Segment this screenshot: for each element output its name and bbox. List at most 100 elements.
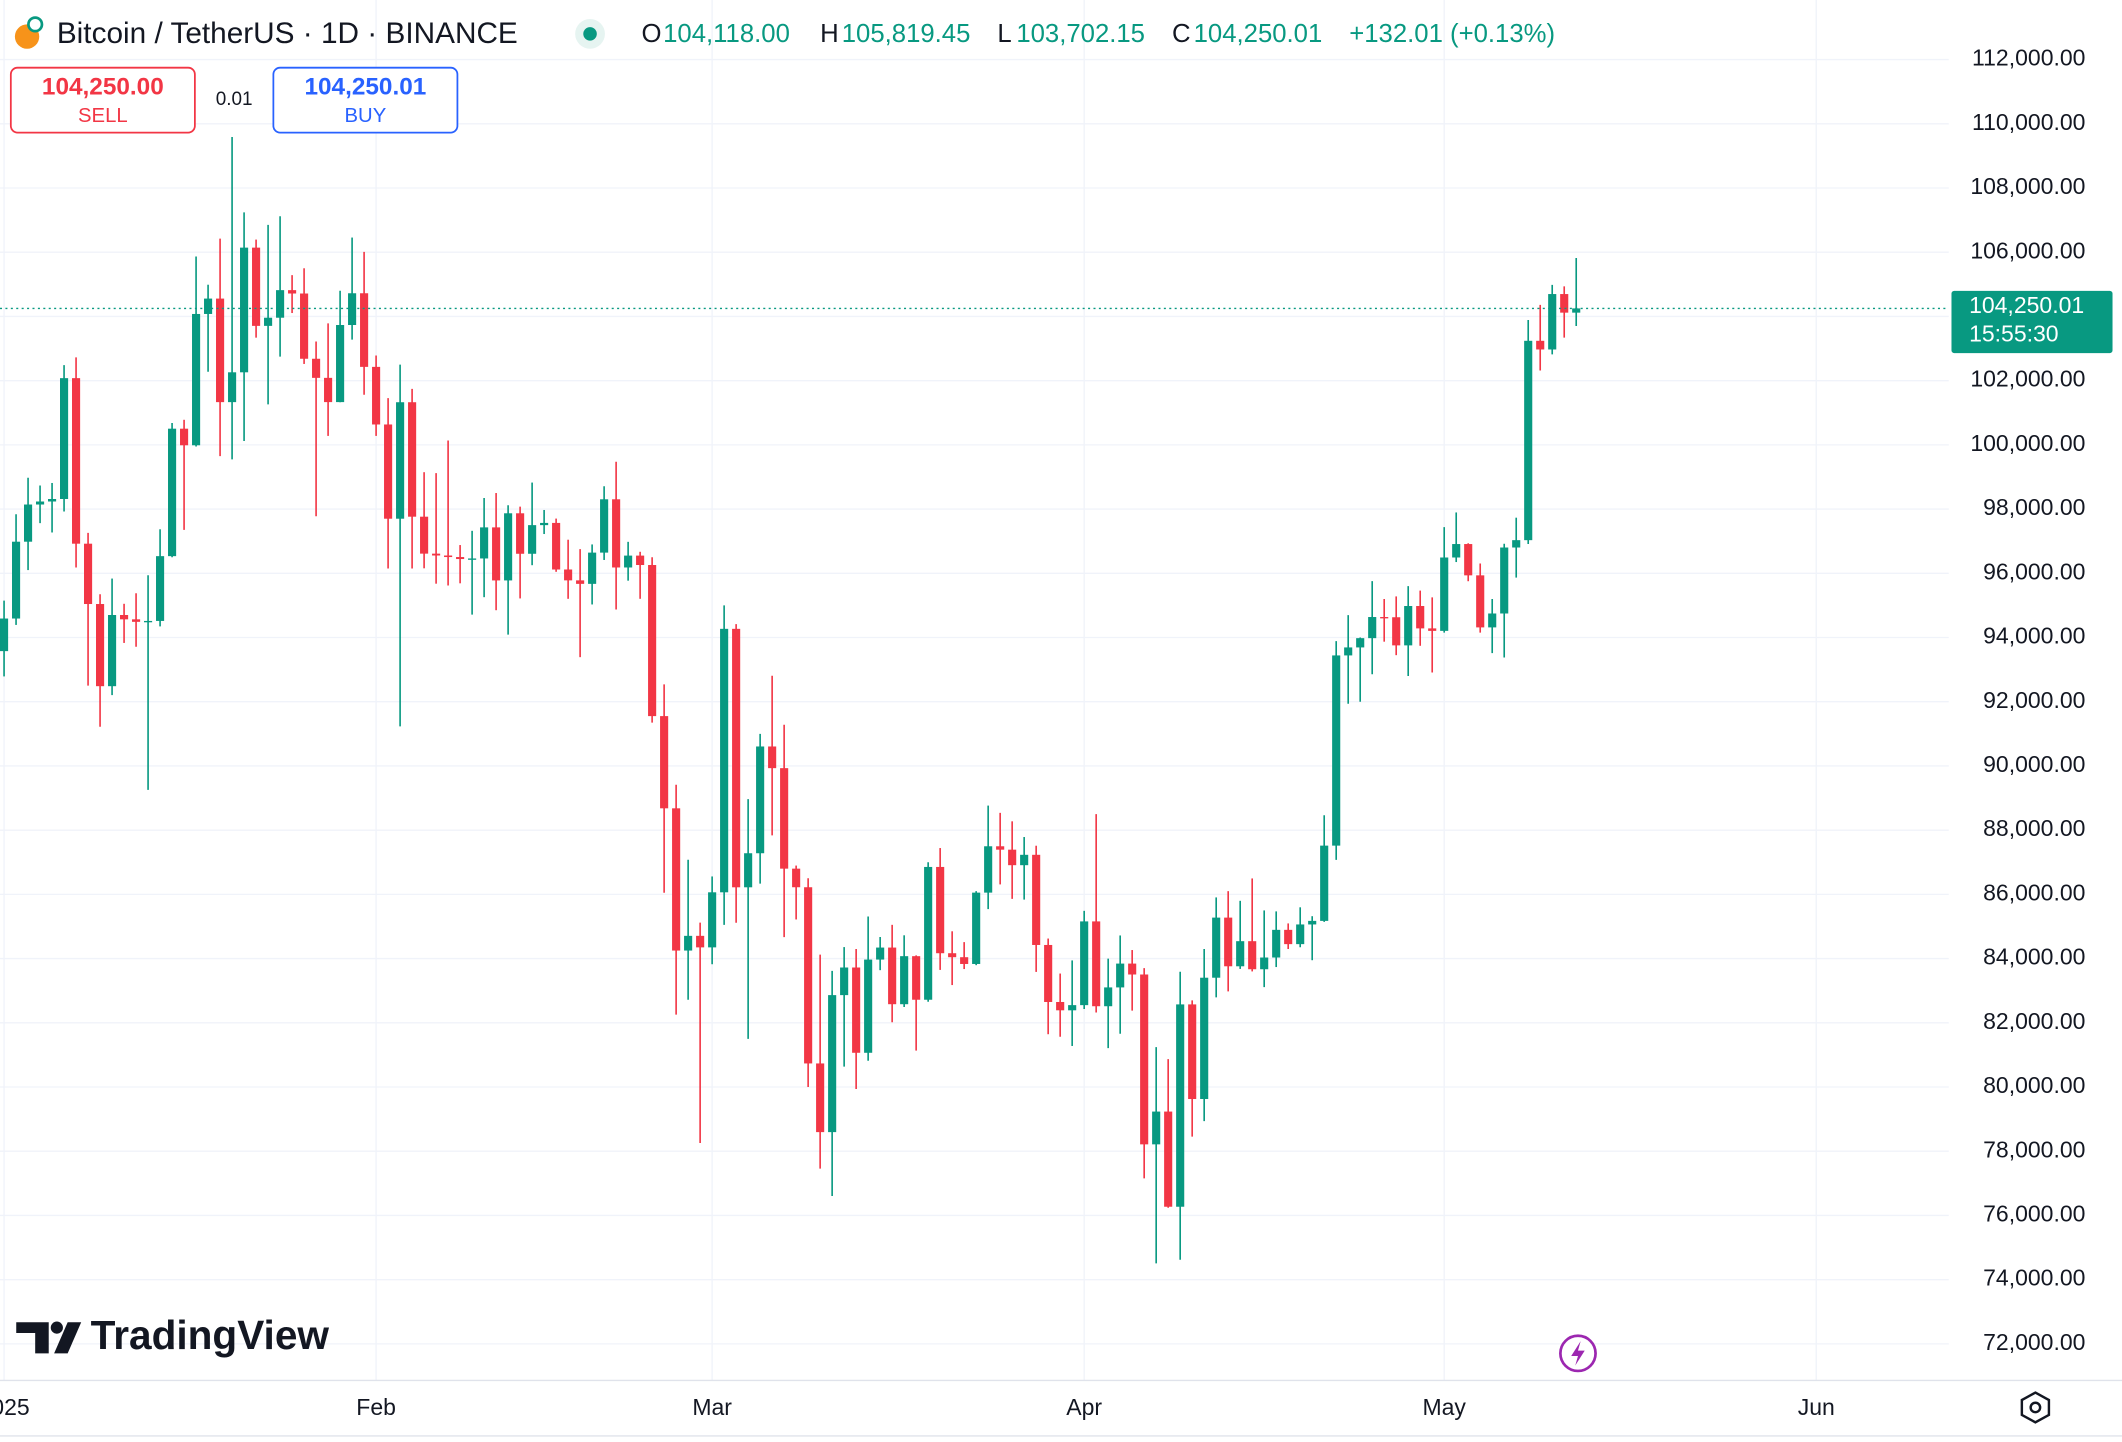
y-tick-label: 88,000.00 bbox=[1983, 815, 2085, 841]
candle-body bbox=[1344, 647, 1353, 656]
market-status-dot bbox=[583, 27, 597, 41]
candle-body bbox=[852, 967, 861, 1053]
candle-body bbox=[960, 957, 969, 964]
candle-body bbox=[1440, 557, 1449, 631]
x-tick-label: 2025 bbox=[0, 1394, 30, 1420]
ohlc-key: O bbox=[641, 20, 661, 48]
candle-body bbox=[48, 498, 57, 502]
candle-body bbox=[684, 935, 693, 951]
candle-body bbox=[432, 553, 441, 556]
candle-body bbox=[240, 247, 249, 373]
candle-body bbox=[1572, 308, 1581, 313]
candle-body bbox=[1260, 957, 1269, 970]
candle-body bbox=[600, 499, 609, 553]
candle-body bbox=[1452, 544, 1461, 558]
y-tick-label: 74,000.00 bbox=[1983, 1265, 2085, 1291]
y-tick-label: 86,000.00 bbox=[1983, 879, 2085, 905]
x-tick-label: May bbox=[1422, 1394, 1466, 1420]
candle-body bbox=[576, 580, 585, 584]
buy-button[interactable] bbox=[272, 66, 459, 134]
y-tick-label: 84,000.00 bbox=[1983, 944, 2085, 970]
candle-body bbox=[1356, 638, 1365, 648]
candle-body bbox=[156, 556, 165, 621]
candle-body bbox=[780, 768, 789, 869]
candle-body bbox=[1092, 921, 1101, 1007]
candle-body bbox=[276, 290, 285, 318]
sell-button[interactable] bbox=[9, 66, 196, 134]
logo-shape bbox=[16, 1322, 49, 1354]
candle-body bbox=[36, 501, 45, 505]
candle-body bbox=[936, 866, 945, 954]
candles bbox=[0, 137, 1581, 1264]
buy-price: 104,250.01 bbox=[304, 73, 426, 100]
sell-price: 104,250.00 bbox=[42, 73, 164, 100]
candle-body bbox=[492, 527, 501, 581]
candle-body bbox=[1044, 944, 1053, 1002]
candle-body bbox=[300, 293, 309, 359]
ohlc-value: 104,118.00 bbox=[663, 20, 790, 48]
candle-body bbox=[456, 557, 465, 560]
candle-body bbox=[744, 853, 753, 888]
candle-body bbox=[720, 628, 729, 893]
x-tick-label: Mar bbox=[692, 1394, 732, 1420]
y-tick-label: 106,000.00 bbox=[1970, 237, 2085, 263]
y-tick-label: 98,000.00 bbox=[1983, 494, 2085, 520]
candle-body bbox=[444, 555, 453, 558]
candle-body bbox=[516, 513, 525, 554]
candle-body bbox=[1020, 854, 1029, 866]
candle-body bbox=[468, 558, 477, 560]
candle-body bbox=[384, 424, 393, 519]
y-tick-label: 90,000.00 bbox=[1983, 751, 2085, 777]
candle-body bbox=[144, 620, 153, 623]
candle-body bbox=[1188, 1004, 1197, 1100]
candle-body bbox=[1416, 606, 1425, 629]
candle-body bbox=[564, 569, 573, 581]
countdown-label: 15:55:30 bbox=[1969, 321, 2059, 347]
candle-body bbox=[264, 317, 273, 326]
candle-body bbox=[816, 1063, 825, 1133]
lightning-button[interactable] bbox=[1559, 1334, 1597, 1373]
x-tick-label: Jun bbox=[1798, 1394, 1835, 1420]
candle-body bbox=[1212, 917, 1221, 978]
candle-body bbox=[864, 959, 873, 1053]
candle-body bbox=[900, 956, 909, 1005]
candle-body bbox=[1284, 929, 1293, 945]
candle-body bbox=[1536, 340, 1545, 350]
candle-body bbox=[1104, 987, 1113, 1007]
candle-body bbox=[996, 846, 1005, 850]
spread: 0.01 bbox=[216, 89, 253, 110]
candle-body bbox=[972, 892, 981, 964]
candle-body bbox=[228, 372, 237, 403]
candle-body bbox=[648, 565, 657, 717]
candle-body bbox=[696, 935, 705, 948]
candle-body bbox=[1068, 1005, 1077, 1011]
candle-body bbox=[252, 247, 261, 326]
y-tick-label: 80,000.00 bbox=[1983, 1072, 2085, 1098]
x-tick-label: Apr bbox=[1066, 1394, 1102, 1420]
candle-body bbox=[1080, 921, 1089, 1006]
y-tick-label: 76,000.00 bbox=[1983, 1201, 2085, 1227]
y-tick-label: 96,000.00 bbox=[1983, 558, 2085, 584]
candle-body bbox=[540, 522, 549, 526]
settings-button[interactable] bbox=[2020, 1391, 2051, 1424]
candle-body bbox=[1248, 941, 1257, 970]
candle-body bbox=[360, 293, 369, 367]
candle-body bbox=[1224, 917, 1233, 967]
candle-body bbox=[288, 290, 297, 294]
ohlc-value: 104,250.01 bbox=[1194, 20, 1323, 48]
candle-body bbox=[1176, 1004, 1185, 1207]
symbol-title[interactable]: Bitcoin / TetherUS · 1D · BINANCE bbox=[57, 17, 518, 50]
candle-body bbox=[1140, 974, 1149, 1145]
candle-body bbox=[708, 892, 717, 948]
brand-logo[interactable]: TradingView bbox=[16, 1312, 329, 1358]
y-tick-label: 100,000.00 bbox=[1970, 430, 2085, 456]
candle-body bbox=[204, 298, 213, 314]
candle-body bbox=[168, 428, 177, 557]
candle-body bbox=[132, 619, 141, 622]
candle-body bbox=[1272, 929, 1281, 958]
ohlc-key: L bbox=[997, 20, 1011, 48]
candle-body bbox=[528, 525, 537, 554]
candle-body bbox=[0, 618, 9, 652]
